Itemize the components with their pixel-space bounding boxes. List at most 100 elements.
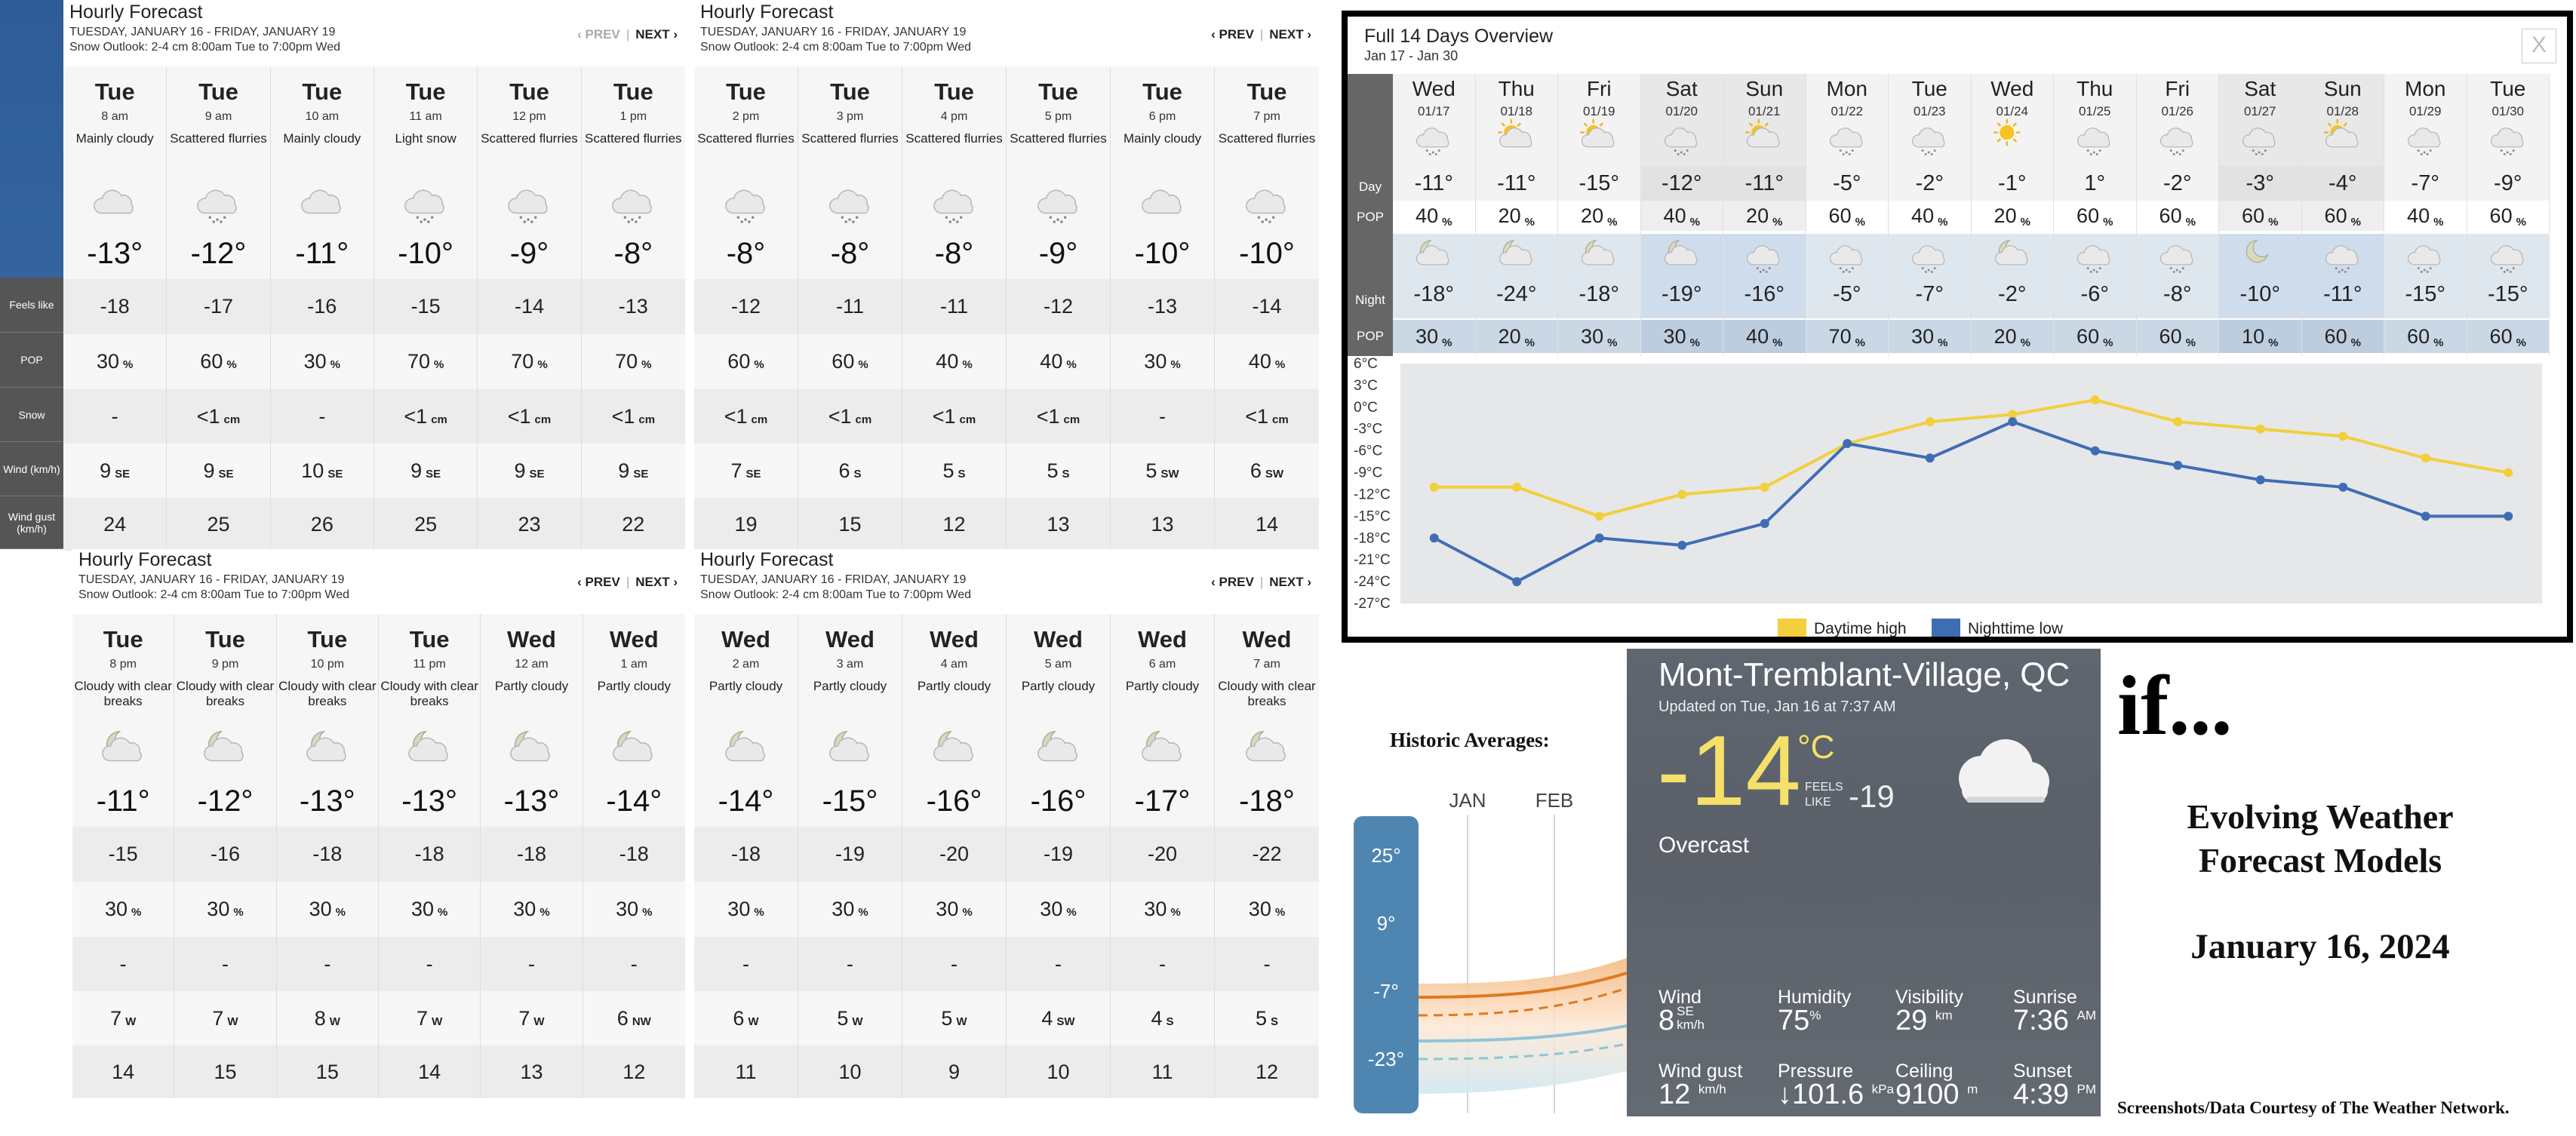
- hour-day: Wed: [1034, 626, 1083, 652]
- day-header-bg: [1475, 74, 1557, 180]
- hour-time: 3 am: [836, 658, 864, 671]
- cloud-icon: [89, 180, 140, 227]
- overview-date: 01/30: [2491, 104, 2525, 118]
- hour-time: 9 pm: [211, 658, 239, 671]
- hour-time: 6 pm: [1148, 110, 1176, 123]
- night-low-temp: -11°: [2323, 282, 2362, 306]
- hour-column: Wed 5 am Partly cloudy -16° -19 30% - 4 SW 10: [1007, 614, 1111, 1098]
- hour-condition: Scattered flurries: [801, 131, 899, 146]
- hour-time: 6 am: [1148, 658, 1176, 671]
- flurries-icon: [2156, 119, 2199, 159]
- value-unit: cm: [751, 413, 768, 426]
- value-text: -16: [210, 843, 240, 865]
- flurries-icon: [2073, 237, 2116, 277]
- hour-feels-value: -15: [72, 827, 174, 882]
- value-text: 7: [730, 459, 742, 482]
- overview-weekday: Sat: [1665, 77, 1698, 100]
- hour-pop-value: 30%: [1111, 334, 1214, 389]
- sun-icon: [1991, 119, 2033, 159]
- next-button[interactable]: NEXT ›: [635, 575, 678, 589]
- cloud-icon: [1959, 739, 2049, 803]
- value-unit: %: [962, 358, 973, 371]
- pagination-nav: ‹ PREV | NEXT ›: [577, 27, 678, 42]
- moon-icon: [2239, 237, 2281, 277]
- hour-column: Tue 9 pm Cloudy with clear breaks -12° -16 30…: [174, 614, 277, 1098]
- overview-weekday: Wed: [1990, 77, 2034, 100]
- moon-cloud-icon: [929, 727, 980, 775]
- hour-column: Tue 10 pm Cloudy with clear breaks -13° -18 3…: [276, 614, 379, 1098]
- row-label-snow: Snow: [0, 388, 63, 442]
- pop-unit: %: [2185, 216, 2196, 229]
- value-unit: %: [754, 906, 764, 919]
- hour-wind-value: 6 NW: [583, 991, 685, 1045]
- hour-header: Tue 10 pm Cloudy with clear breaks -13°: [276, 614, 378, 827]
- overview-close-button[interactable]: X: [2522, 29, 2556, 63]
- hour-snow-value: <1 cm: [167, 389, 270, 444]
- sunrise-value: 7:36 AM: [2013, 1005, 2097, 1036]
- value-text: 70: [511, 350, 534, 373]
- night-pop: 10%: [2219, 320, 2301, 353]
- hour-time: 12 am: [515, 658, 549, 671]
- moon-cloud-icon: [1241, 727, 1293, 775]
- hour-header: Tue 11 pm Cloudy with clear breaks -13°: [378, 614, 481, 827]
- hour-day: Tue: [934, 78, 974, 105]
- hour-pop-value: 30%: [1215, 882, 1319, 937]
- value-text: 60: [727, 350, 751, 373]
- value-text: 9: [948, 1060, 961, 1083]
- hour-snow-value: -: [481, 937, 583, 991]
- day-header-bg: [2219, 74, 2301, 180]
- value-unit: NW: [632, 1015, 651, 1028]
- pop-value: 60: [2159, 204, 2182, 227]
- night-low-temp: -18°: [1578, 282, 1619, 306]
- row-label-wind: Wind (km/h): [0, 442, 63, 496]
- prev-button[interactable]: ‹ PREV: [577, 575, 620, 589]
- flurries-icon: [2322, 237, 2364, 277]
- overview-day-column: Fri 01/26 -2° 60% -8° 60%: [2136, 74, 2219, 356]
- pop-value: 20: [1498, 204, 1521, 227]
- hour-wind-value: 9 SE: [581, 444, 685, 498]
- value-text: 7: [110, 1006, 122, 1030]
- prev-button[interactable]: ‹ PREV: [1211, 575, 1254, 589]
- night-low-temp: -5°: [1833, 282, 1861, 306]
- overview-weekday: Thu: [1498, 77, 1535, 100]
- prev-button[interactable]: ‹ PREV: [1211, 27, 1254, 41]
- value-unit: %: [641, 358, 652, 371]
- hour-column: Tue 3 pm Scattered flurries -8° -11 60% <1 cm 6 S…: [798, 66, 902, 551]
- hourly-forecast-panel: Hourly Forecast TUESDAY, JANUARY 16 - FRI…: [63, 2, 685, 551]
- value-unit: W: [956, 1015, 967, 1028]
- hour-temperature: -8°: [613, 237, 653, 270]
- hour-column: Wed 7 am Cloudy with clear breaks -18° -22 30…: [1215, 614, 1319, 1098]
- value-text: 30: [104, 898, 128, 920]
- prev-button[interactable]: ‹ PREV: [577, 27, 620, 41]
- next-button[interactable]: NEXT ›: [635, 27, 678, 41]
- value-text: <1: [724, 404, 748, 428]
- overview-label-pop: POP: [1357, 210, 1384, 224]
- value-text: 5: [1145, 459, 1157, 482]
- panel-date-range: TUESDAY, JANUARY 16 - FRIDAY, JANUARY 19: [700, 26, 967, 38]
- overview-day-column: Tue 01/23 -2° 40% -7° 30%: [1889, 74, 1972, 356]
- hour-feels-value: -18: [583, 827, 685, 882]
- hour-day: Tue: [302, 78, 343, 105]
- night-pop: 60%: [2384, 320, 2467, 353]
- hour-temperature: -10°: [398, 237, 454, 270]
- value-text: 14: [1255, 512, 1279, 536]
- hour-feels-value: -12: [1007, 279, 1110, 334]
- value-unit: SE: [745, 467, 761, 480]
- next-button[interactable]: NEXT ›: [1269, 27, 1311, 41]
- panel-date-range: TUESDAY, JANUARY 16 - FRIDAY, JANUARY 19: [78, 573, 345, 586]
- hour-time: 8 am: [101, 110, 128, 123]
- next-button[interactable]: NEXT ›: [1269, 575, 1311, 589]
- pop-value: 60: [2159, 325, 2182, 348]
- hour-time: 7 am: [1253, 658, 1280, 671]
- nav-separator: |: [1259, 575, 1264, 589]
- hour-pop-value: 40%: [1007, 334, 1110, 389]
- value-unit: W: [748, 1015, 759, 1028]
- value-unit: %: [131, 906, 142, 919]
- value-text: -14: [1252, 295, 1282, 318]
- panel-date-range: TUESDAY, JANUARY 16 - FRIDAY, JANUARY 19: [700, 573, 967, 586]
- snow-outlook: Snow Outlook: 2-4 cm 8:00am Tue to 7:00p…: [78, 588, 349, 601]
- hour-day: Tue: [1142, 78, 1182, 105]
- moon-cloud-icon: [199, 727, 251, 775]
